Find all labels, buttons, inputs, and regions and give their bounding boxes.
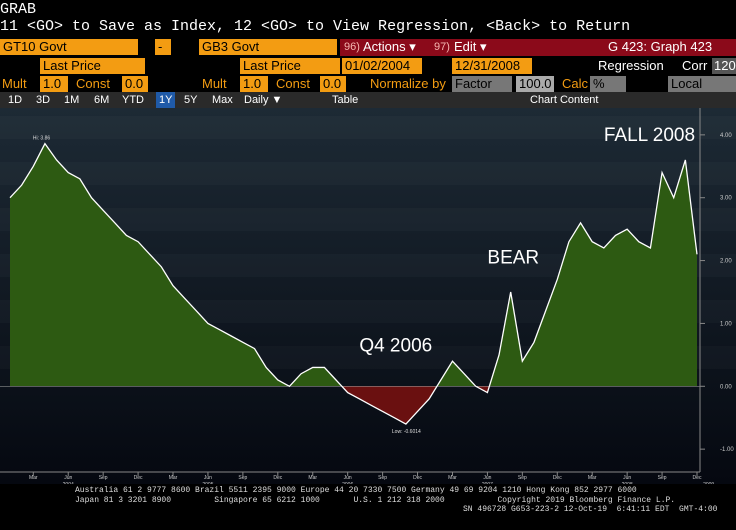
x-tick-label: Jun (483, 475, 491, 481)
x-tick-label: Sep (658, 475, 667, 481)
low-label: Low: -0.6014 (392, 429, 421, 435)
annotation: Q4 2006 (359, 336, 432, 357)
actions-menu[interactable]: Actions ▾ (363, 39, 416, 54)
security-input[interactable]: GB3 Govt (199, 39, 337, 55)
footer-line: Japan 81 3 3201 8900 Singapore 65 6212 1… (75, 495, 676, 505)
footer-line: SN 496728 G653-223-2 12-Oct-19 6:41:11 E… (463, 505, 718, 514)
x-year-label: 2006 (342, 482, 353, 484)
x-tick-label: Sep (378, 475, 387, 481)
x-tick-label: Mar (448, 475, 457, 481)
band (0, 162, 736, 185)
title: GRAB (0, 1, 37, 18)
x-tick-label: Jun (204, 475, 212, 481)
x-tick-label: Mar (169, 475, 178, 481)
y-tick-label: 1.00 (720, 321, 732, 327)
table-button[interactable]: Table (332, 94, 359, 106)
input[interactable]: 1.0 (40, 76, 68, 92)
period-button[interactable]: Daily ▼ (244, 94, 283, 106)
corr[interactable]: Corr (682, 58, 708, 73)
period-button[interactable]: 1Y (156, 92, 176, 108)
x-tick-label: Dec (413, 475, 422, 481)
x-tick-label: Dec (553, 475, 562, 481)
area-negative (10, 386, 697, 425)
label: Calc (562, 76, 589, 91)
y-tick-label: -1.00 (720, 447, 734, 453)
input[interactable]: 1.0 (240, 76, 268, 92)
x-year-label: 2008 (622, 482, 633, 484)
period-button[interactable]: YTD (122, 94, 144, 106)
y-tick-label: 3.00 (720, 196, 732, 202)
area-positive (10, 143, 697, 387)
field-select[interactable]: Last Price (40, 58, 145, 74)
period-button[interactable]: 6M (94, 94, 110, 106)
label: Const (76, 76, 110, 91)
x-tick-label: Sep (99, 475, 108, 481)
x-tick-label: Dec (134, 475, 143, 481)
start-date[interactable]: 01/02/2004 (342, 58, 422, 74)
y-tick-label: 4.00 (720, 133, 732, 139)
label: Mult (2, 76, 27, 91)
y-tick-label: 0.00 (720, 384, 732, 390)
period-button[interactable]: 5Y (184, 94, 198, 106)
graph-id: G 423: Graph 423 (608, 39, 713, 54)
x-tick-label: Mar (588, 475, 597, 481)
security-input[interactable]: GT10 Govt (0, 39, 138, 55)
high-label: Hi: 3.86 (33, 136, 50, 142)
x-tick-label: Jun (344, 475, 352, 481)
regression[interactable]: Regression (598, 58, 664, 73)
line (9, 142, 698, 425)
menu-num: 96) (344, 41, 360, 53)
x-tick-label: Jun (623, 475, 631, 481)
label: Mult (202, 76, 227, 91)
x-tick-label: Jun (64, 475, 72, 481)
input[interactable]: % (590, 76, 626, 92)
annotation: FALL 2008 (604, 125, 695, 146)
label: Const (276, 76, 310, 91)
field-select[interactable]: Last Price (240, 58, 340, 74)
input[interactable]: Local CCY (668, 76, 736, 107)
x-year-label: 2007 (482, 482, 493, 484)
input[interactable]: Factor (452, 76, 512, 92)
annotation: BEAR (487, 248, 539, 269)
period-button[interactable]: 1M (64, 94, 80, 106)
x-year-label: 2009 (703, 482, 714, 484)
footer-line: Australia 61 2 9777 8600 Brazil 5511 239… (75, 486, 637, 495)
chart: -1.00 0.00 1.00 2.00 3.00 4.00 Mar Jun Sep Dec Mar… (0, 108, 736, 484)
end-date[interactable]: 12/31/2008 (452, 58, 532, 74)
chart-content[interactable]: Chart Content (530, 94, 599, 106)
x-year-label: 2005 (202, 482, 213, 484)
y-tick-label: 2.00 (720, 259, 732, 265)
x-year-label: 2004 (63, 482, 74, 484)
menu-num: 97) (434, 41, 450, 53)
period-button[interactable]: Max (212, 94, 233, 106)
period-button[interactable]: 1D (8, 94, 23, 106)
label: Normalize by (370, 76, 446, 91)
x-tick-label: Mar (308, 475, 317, 481)
command-line: 11 <GO> to Save as Index, 12 <GO> to Vie… (0, 18, 631, 35)
x-tick-label: Dec (273, 475, 282, 481)
x-tick-label: Dec (693, 475, 702, 481)
x-tick-label: Sep (238, 475, 247, 481)
x-tick-label: Sep (518, 475, 527, 481)
input[interactable]: 100.0 (516, 76, 554, 92)
input[interactable]: 0.0 (320, 76, 346, 92)
corr-value[interactable]: 120 (712, 58, 736, 74)
input[interactable]: 0.0 (122, 76, 148, 92)
operator[interactable]: - (155, 39, 171, 55)
period-button[interactable]: 3D (36, 94, 51, 106)
x-tick-label: Mar (29, 475, 38, 481)
edit-menu[interactable]: Edit ▾ (454, 39, 487, 54)
